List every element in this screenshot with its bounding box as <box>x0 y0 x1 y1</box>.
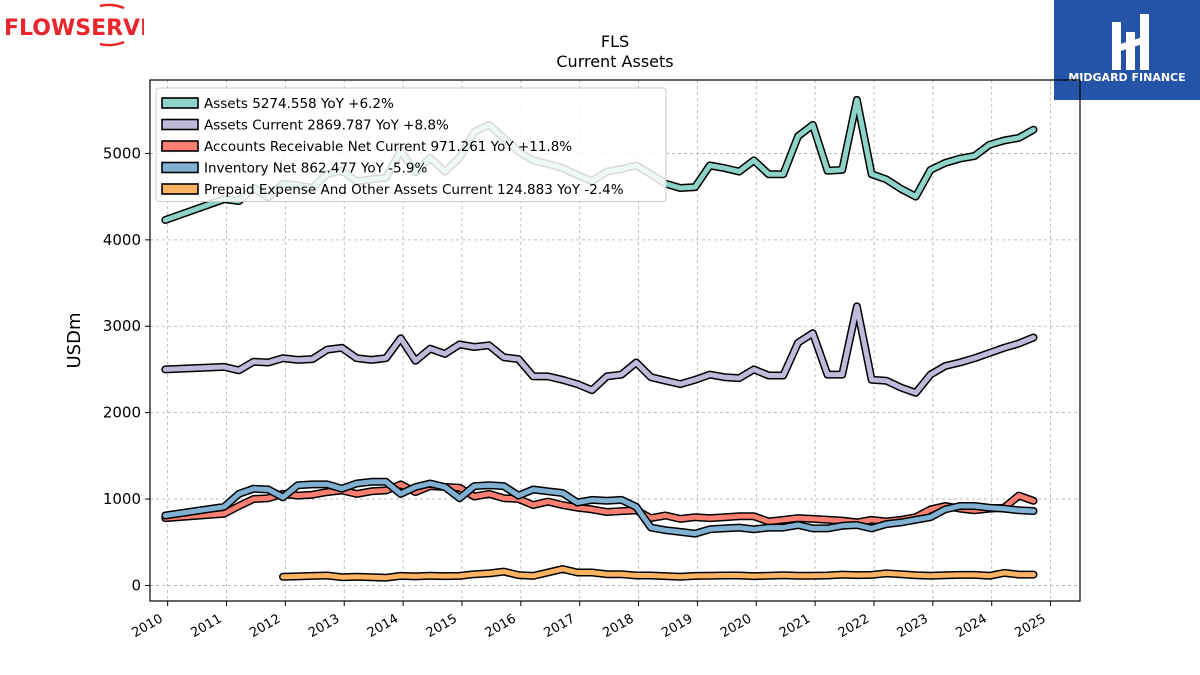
legend: Assets 5274.558 YoY +6.2% Assets Current … <box>155 87 667 202</box>
flowserve-logo-mark: FLOWSERVE <box>4 3 155 47</box>
series-outline <box>161 302 1038 397</box>
x-tick-label: 2013 <box>306 611 342 641</box>
chart-subtitle: Current Assets <box>556 52 674 71</box>
legend-entry: Inventory Net 862.477 YoY -5.9% <box>204 161 427 177</box>
x-tick-label: 2019 <box>659 611 695 641</box>
midgard-finance-logo-text: MIDGARD FINANCE <box>1068 71 1185 84</box>
legend-swatch <box>161 140 199 152</box>
x-tick-label: 2016 <box>483 611 519 641</box>
y-tick-label: 4000 <box>103 231 141 249</box>
x-tick-label: 2018 <box>600 611 636 641</box>
y-tick-label: 2000 <box>103 404 141 422</box>
y-axis-label: USDm <box>64 313 85 369</box>
y-tick-label: 3000 <box>103 317 141 335</box>
legend-box <box>155 87 667 202</box>
legend-entry: Assets Current 2869.787 YoY +8.8% <box>204 118 449 134</box>
x-tick-label: 2020 <box>718 611 754 641</box>
x-tick-label: 2014 <box>365 611 401 641</box>
legend-entry: Assets 5274.558 YoY +6.2% <box>204 96 394 112</box>
legend-entry: Prepaid Expense And Other Assets Current… <box>204 182 624 198</box>
y-tick-label: 5000 <box>103 144 141 162</box>
midgard-finance-logo: MIDGARD FINANCE <box>1054 0 1200 100</box>
x-tick-label: 2021 <box>777 611 813 641</box>
x-tick-label: 2023 <box>895 611 931 641</box>
x-tick-label: 2024 <box>954 611 990 641</box>
x-tick-label: 2022 <box>836 611 872 641</box>
x-axis: 2010 2011 2012 2013 2014 2015 2016 2017 2018 2019… <box>129 601 1052 641</box>
y-axis: 0 1000 2000 3000 4000 5000 <box>103 144 150 594</box>
legend-swatch <box>161 183 199 195</box>
chart-title: FLS <box>600 32 630 51</box>
y-tick-label: 1000 <box>103 490 141 508</box>
flowserve-logo: FLOWSERVE <box>4 2 155 56</box>
series-line <box>280 566 1036 581</box>
x-tick-label: 2011 <box>188 611 224 641</box>
flowserve-logo-text: FLOWSERVE <box>4 16 144 41</box>
x-tick-label: 2010 <box>129 611 165 641</box>
x-tick-label: 2012 <box>247 611 283 641</box>
chart-titles: FLS Current Assets <box>150 32 1080 72</box>
series-line <box>162 479 1036 537</box>
legend-swatch <box>161 161 199 174</box>
x-tick-label: 2025 <box>1012 611 1048 641</box>
x-tick-label: 2015 <box>424 611 460 641</box>
legend-entry: Accounts Receivable Net Current 971.261 … <box>204 139 572 155</box>
legend-swatch <box>161 118 199 131</box>
series-line <box>162 303 1036 396</box>
y-tick-label: 0 <box>131 576 141 594</box>
x-tick-label: 2017 <box>542 611 578 641</box>
legend-swatch <box>161 97 199 109</box>
midgard-finance-logo-mark: MIDGARD FINANCE <box>1054 0 1200 100</box>
plot-frame <box>149 79 1081 602</box>
